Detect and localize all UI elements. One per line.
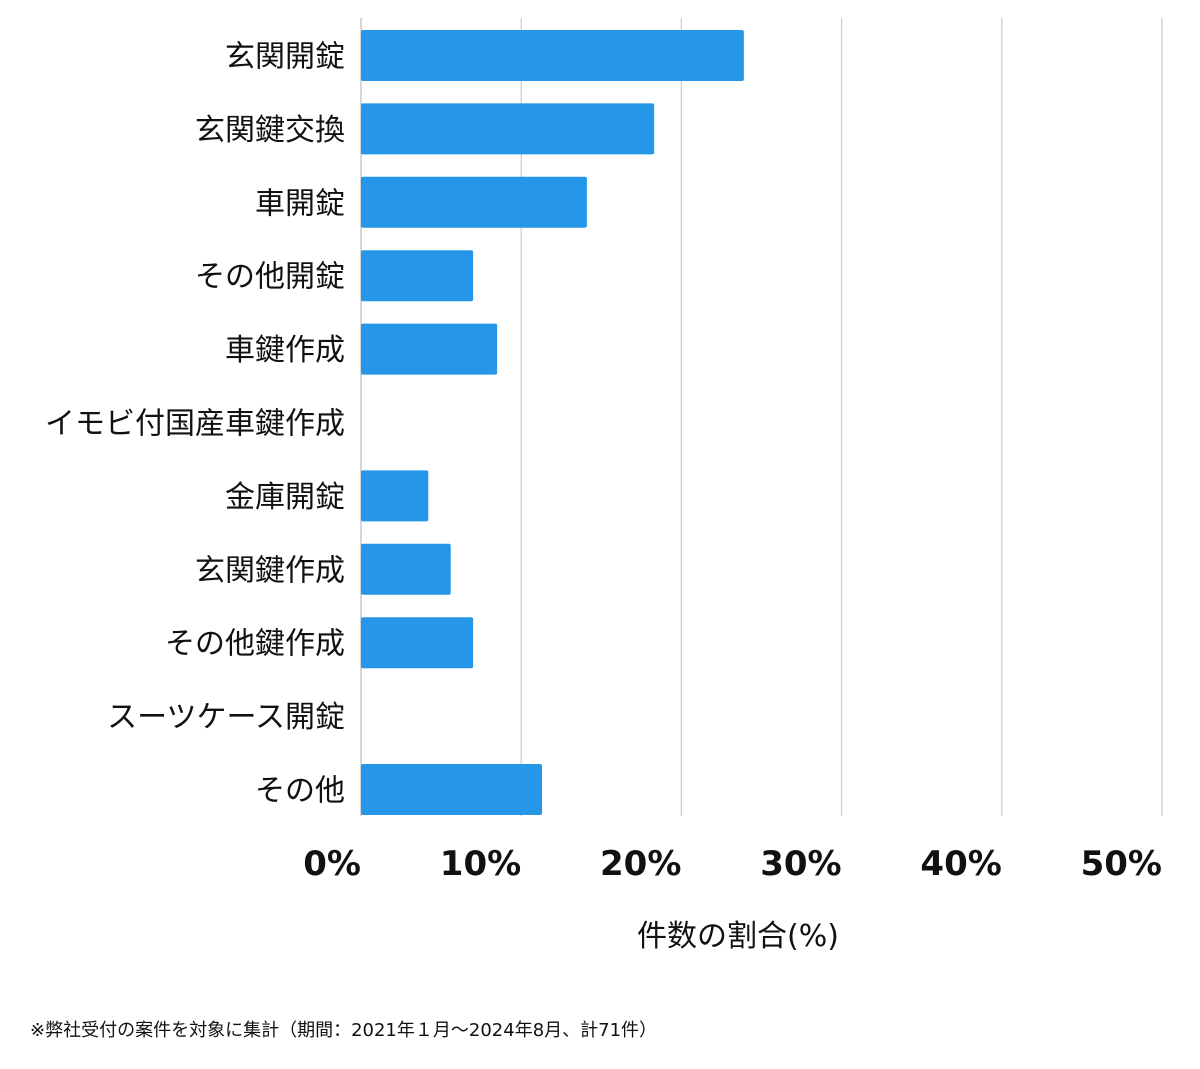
bar-chart: 玄関開錠玄関鍵交換車開錠その他開錠車鍵作成イモビ付国産車鍵作成金庫開錠玄関鍵作成…: [45, 18, 1163, 954]
footnote: ※弊社受付の案件を対象に集計（期間：2021年１月〜2024年8月、計71件）: [30, 1020, 658, 1041]
category-label: その他開錠: [195, 260, 345, 295]
category-label: 玄関鍵作成: [195, 553, 345, 588]
x-tick-label: 50%: [1081, 844, 1162, 884]
category-label: その他: [255, 774, 345, 809]
bar: [361, 323, 498, 375]
x-tick-label: 20%: [600, 844, 681, 884]
x-tick-label: 10%: [440, 844, 521, 884]
category-label: 車鍵作成: [225, 333, 345, 368]
category-label: イモビ付国産車鍵作成: [45, 407, 345, 442]
x-tick-labels: 0% 10% 20% 30% 40% 50%: [303, 844, 1162, 884]
bar: [361, 250, 474, 302]
bar: [361, 543, 451, 595]
x-axis-title: 件数の割合(%): [637, 919, 839, 954]
bars: [361, 30, 744, 815]
bar: [361, 617, 474, 669]
bar: [361, 30, 744, 81]
x-tick-label: 0%: [303, 844, 361, 884]
category-label: スーツケース開錠: [107, 700, 345, 735]
category-label: 玄関鍵交換: [195, 113, 345, 148]
category-label: 車開錠: [255, 186, 345, 221]
category-label: 玄関開錠: [225, 40, 345, 75]
category-label: その他鍵作成: [165, 627, 345, 662]
category-labels: 玄関開錠玄関鍵交換車開錠その他開錠車鍵作成イモビ付国産車鍵作成金庫開錠玄関鍵作成…: [45, 40, 345, 809]
category-label: 金庫開錠: [225, 480, 345, 515]
bar: [361, 103, 655, 155]
bar: [361, 176, 587, 228]
bar: [361, 470, 429, 522]
x-tick-label: 30%: [760, 844, 841, 884]
x-tick-label: 40%: [920, 844, 1001, 884]
bar: [361, 764, 543, 815]
